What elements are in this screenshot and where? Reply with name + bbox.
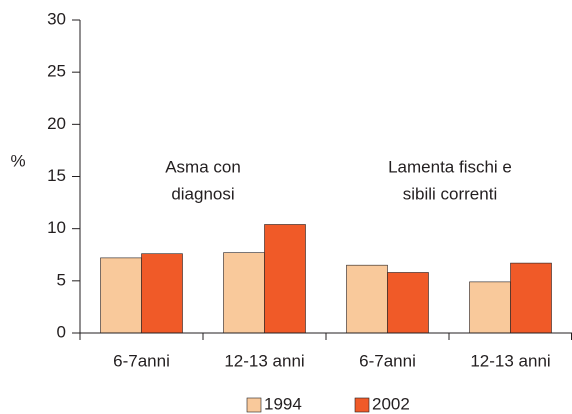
y-tick-label: 0 [57,322,66,341]
y-tick-label: 10 [47,218,66,237]
bar [387,272,429,334]
y-tick-label: 5 [57,270,66,289]
bar [223,252,265,334]
annotation: sibili correnti [403,184,497,203]
legend-swatch [354,397,370,413]
bar [100,257,142,334]
x-tick-label: 12-13 anni [224,351,304,370]
y-axis-label: % [10,151,25,170]
bar [469,281,511,334]
bar [510,262,552,334]
x-tick-label: 12-13 anni [470,351,550,370]
x-tick-label: 6-7anni [359,351,416,370]
y-tick-label: 25 [47,62,66,81]
legend-label: 2002 [372,394,410,413]
annotation: diagnosi [171,184,234,203]
y-tick-label: 30 [47,9,66,28]
legend-label: 1994 [264,394,302,413]
y-tick-label: 15 [47,166,66,185]
legend-swatch [246,397,262,413]
annotation: Lamenta fischi e [388,157,512,176]
annotation: Asma con [165,157,241,176]
bar [346,264,388,334]
bar [264,224,306,334]
y-tick-label: 20 [47,114,66,133]
bar [141,253,183,334]
x-tick-label: 6-7anni [113,351,170,370]
